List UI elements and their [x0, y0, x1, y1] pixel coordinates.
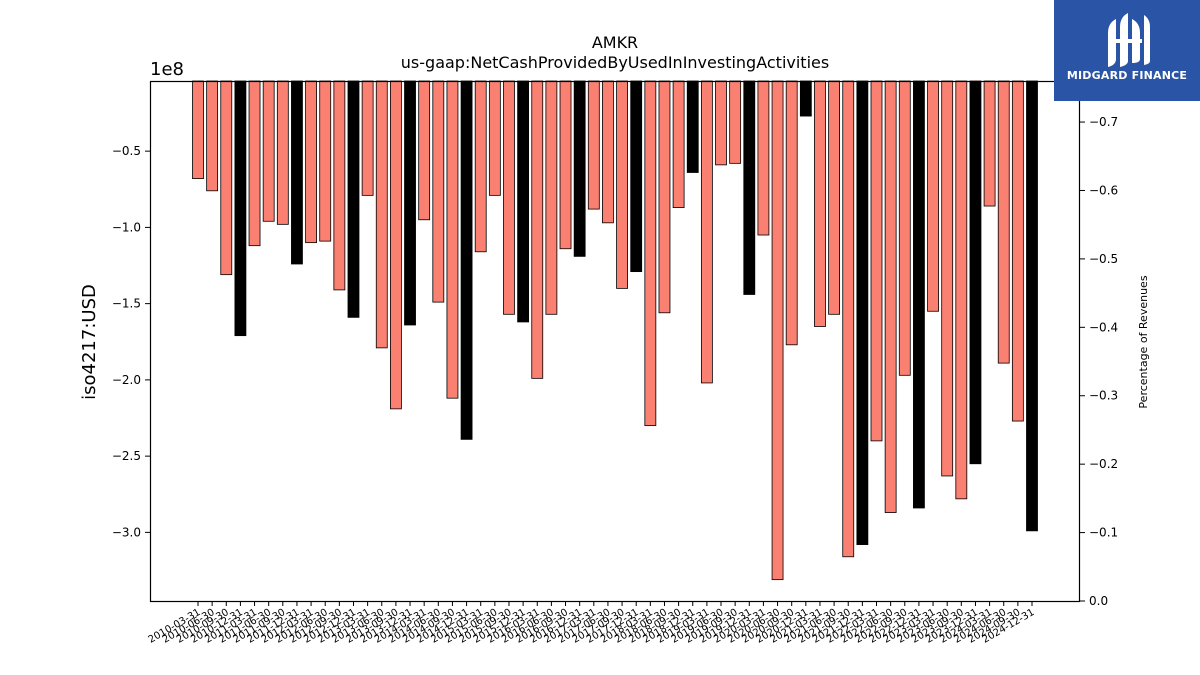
- bar-2014-06-30: [432, 80, 445, 303]
- bar-2024-12-31: [1026, 80, 1038, 532]
- bar-2015-06-30: [488, 80, 501, 196]
- y-tick-label: −1.5: [112, 297, 141, 311]
- bar-2024-09-30: [1011, 80, 1024, 422]
- bar-2010-03-31: [192, 80, 204, 179]
- bar-2010-12-31: [234, 80, 247, 337]
- bar-2016-09-30: [559, 80, 572, 250]
- bar-2016-03-31: [531, 80, 544, 379]
- logo-text: MIDGARD FINANCE: [1066, 69, 1188, 82]
- logo-mark-icon: [1108, 13, 1150, 67]
- bar-2017-06-30: [602, 80, 614, 224]
- bar-2011-09-30: [276, 80, 289, 225]
- y2-ticks-group: −0.7 −0.6 −0.5 −0.4 −0.3 −0.2 −0.1 0.0: [1080, 115, 1118, 608]
- bar-2022-12-31: [913, 80, 925, 509]
- bar-2024-06-30: [997, 80, 1010, 364]
- bar-2013-12-31: [404, 80, 416, 326]
- y-axis-label: iso4217:USD: [79, 284, 100, 400]
- y2-tick-label: −0.4: [1089, 320, 1118, 334]
- bar-2023-03-31: [927, 80, 939, 312]
- x-ticks-group: 2010-03-312010-06-302010-09-302010-12-31…: [147, 601, 1037, 646]
- bar-2021-06-30: [828, 80, 840, 315]
- bar-2019-09-30: [729, 80, 742, 164]
- bar-2021-09-30: [842, 80, 855, 558]
- bar-2021-03-31: [814, 80, 826, 327]
- bar-2011-03-31: [248, 80, 261, 247]
- bar-2020-03-31: [757, 80, 770, 236]
- bar-2013-09-30: [389, 80, 402, 410]
- bar-2013-06-30: [375, 80, 388, 349]
- bar-2020-12-31: [799, 80, 812, 117]
- bar-2017-03-31: [587, 80, 600, 210]
- bar-2015-09-30: [503, 80, 515, 315]
- y2-tick-label: −0.5: [1089, 252, 1118, 266]
- y-tick-label: −2.5: [112, 449, 141, 463]
- bar-2015-03-31: [474, 80, 487, 253]
- y2-tick-label: −0.1: [1089, 526, 1118, 540]
- bar-2019-06-30: [715, 80, 727, 166]
- bar-2014-03-31: [418, 80, 431, 221]
- y2-tick-label: −0.7: [1089, 115, 1118, 129]
- bar-2018-03-31: [644, 80, 657, 427]
- y-tick-label: −2.0: [112, 373, 141, 387]
- bar-2012-06-30: [319, 80, 332, 242]
- y2-axis-label: Percentage of Revenues: [1137, 275, 1150, 408]
- bar-2020-09-30: [785, 80, 798, 346]
- bar-2022-03-31: [870, 80, 883, 442]
- y2-tick-label: 0.0: [1089, 594, 1108, 608]
- bar-2022-06-30: [884, 80, 897, 513]
- bar-2023-09-30: [955, 80, 968, 500]
- bar-2018-06-30: [658, 80, 671, 314]
- y-offset-text: 1e8: [150, 59, 184, 80]
- bars-group: [192, 80, 1038, 581]
- bar-2016-12-31: [573, 80, 586, 257]
- bar-2019-12-31: [743, 80, 756, 295]
- bar-2012-09-30: [333, 80, 346, 291]
- bar-2022-09-30: [898, 80, 911, 376]
- bar-2024-03-31: [983, 80, 996, 207]
- bar-2015-12-31: [517, 80, 530, 323]
- bar-2011-12-31: [291, 80, 303, 265]
- bar-2017-12-31: [630, 80, 643, 273]
- y-tick-label: −1.0: [112, 220, 141, 234]
- y-ticks-group: −0.5 −1.0 −1.5 −2.0 −2.5 −3.0: [112, 144, 150, 539]
- bar-2019-03-31: [700, 80, 713, 384]
- bar-2010-06-30: [206, 80, 219, 192]
- y2-tick-label: −0.6: [1089, 183, 1118, 197]
- bar-2013-03-31: [361, 80, 374, 196]
- y-tick-label: −0.5: [112, 144, 141, 158]
- bar-2021-12-31: [856, 80, 869, 545]
- bar-2014-09-30: [446, 80, 459, 399]
- bar-2014-12-31: [460, 80, 473, 440]
- bar-2023-12-31: [969, 80, 982, 465]
- bar-2012-03-31: [305, 80, 317, 244]
- bar-2010-09-30: [220, 80, 233, 276]
- bar-2017-09-30: [616, 80, 628, 289]
- midgard-finance-logo: MIDGARD FINANCE: [1054, 0, 1200, 101]
- y2-tick-label: −0.3: [1089, 389, 1118, 403]
- chart-title: AMKR: [592, 33, 638, 52]
- chart-subtitle: us-gaap:NetCashProvidedByUsedInInvesting…: [401, 53, 829, 72]
- bar-2018-09-30: [672, 80, 685, 208]
- plot-frame: [149, 80, 1081, 603]
- bar-2023-06-30: [941, 80, 954, 477]
- y2-tick-label: −0.2: [1089, 457, 1118, 471]
- bar-2012-12-31: [347, 80, 360, 318]
- bar-2011-06-30: [262, 80, 275, 222]
- y-tick-label: −3.0: [112, 525, 141, 539]
- bar-2018-12-31: [686, 80, 699, 173]
- bar-2016-06-30: [545, 80, 558, 315]
- bar-2020-06-30: [771, 80, 784, 581]
